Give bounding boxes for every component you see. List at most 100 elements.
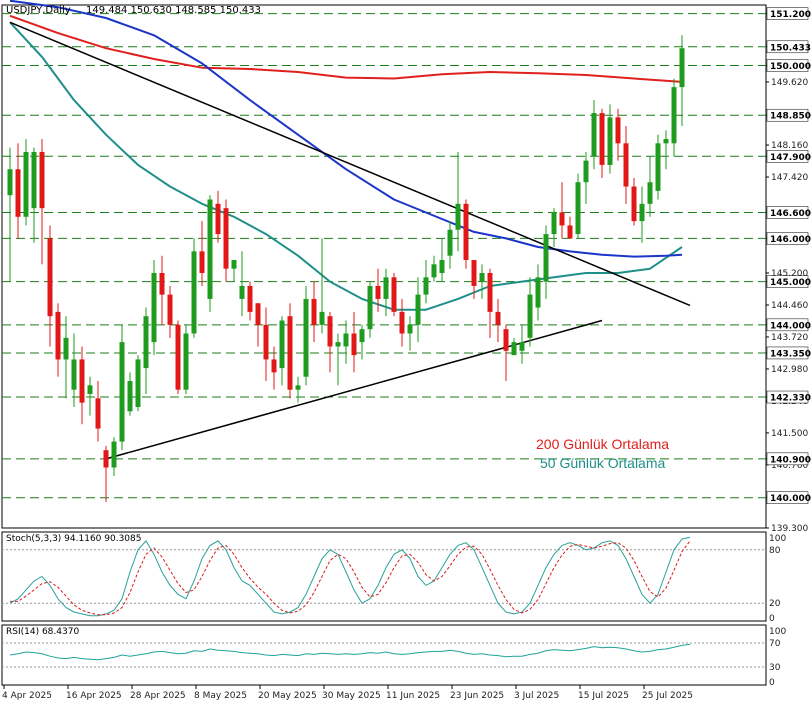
- price-tag-label: 146.600: [770, 209, 811, 219]
- price-pane: 151.200 150.433 150.000 149.620 148.850 148.1…: [1, 0, 811, 534]
- rsi-label: RSI(14) 68.4370: [6, 627, 79, 637]
- price-tag: [766, 150, 809, 163]
- stochastic-tick-label: 100: [769, 534, 786, 544]
- candle-body: [199, 251, 205, 273]
- candle-body: [311, 298, 317, 325]
- x-tick-label: 30 May 2025: [322, 691, 381, 701]
- candle-body: [271, 359, 277, 373]
- price-tag: [766, 491, 809, 504]
- candle-body: [639, 203, 645, 222]
- stochastic-tick-label: 0: [769, 614, 775, 624]
- candle-body: [487, 272, 493, 312]
- candle-body: [183, 333, 189, 390]
- candle-body: [607, 117, 613, 165]
- candle-body: [175, 324, 181, 390]
- candle-body: [551, 212, 557, 235]
- ohlc-label: 149.484 150.630 148.585 150.433: [86, 5, 261, 16]
- x-tick-label: 28 Apr 2025: [130, 691, 186, 701]
- price-tag-label: 151.200: [770, 10, 811, 20]
- candle-body: [207, 199, 213, 299]
- candle-body: [55, 311, 61, 360]
- candle-body: [535, 277, 541, 308]
- annotation-50-ma: 50 Günlük Ortalama: [540, 455, 665, 471]
- candle-body: [63, 337, 69, 360]
- candle-body: [559, 212, 565, 226]
- candle-body: [255, 303, 261, 325]
- candle-body: [423, 277, 429, 295]
- moving-average-line: [9, 14, 683, 83]
- candle-body: [511, 342, 517, 356]
- candle-body: [303, 298, 309, 377]
- candle-body: [327, 316, 333, 347]
- candle-body: [47, 238, 53, 317]
- rsi-pane-frame: [1, 624, 767, 686]
- rsi-line: [9, 643, 691, 661]
- price-pane-frame: [1, 4, 767, 529]
- candle-body: [143, 316, 149, 369]
- price-tag-label: 150.433: [770, 43, 811, 53]
- candle-body: [567, 225, 573, 239]
- stochastic-pane: 100 80 20 0: [1, 531, 786, 624]
- candle-body: [463, 203, 469, 261]
- candle-body: [31, 151, 37, 209]
- price-tag: [766, 275, 809, 288]
- candle-body: [87, 385, 93, 395]
- price-tick-label: 142.980: [771, 365, 808, 375]
- price-tick-label: 148.160: [771, 141, 808, 151]
- stochastic-tick-label: 20: [769, 599, 781, 609]
- candle-body: [631, 186, 637, 222]
- rsi-tick-label: 100: [769, 627, 786, 637]
- candle-body: [79, 359, 85, 403]
- price-tag-label: 145.000: [770, 278, 811, 288]
- x-tick-label: 20 May 2025: [258, 691, 317, 701]
- candle-body: [351, 333, 357, 356]
- price-tag-label: 150.000: [770, 62, 811, 72]
- candle-body: [407, 324, 413, 334]
- candle-body: [7, 169, 13, 196]
- x-tick-label: 15 Jul 2025: [578, 691, 629, 701]
- x-tick-label: 25 Jul 2025: [642, 691, 693, 701]
- candle-body: [655, 143, 661, 191]
- candle-body: [111, 441, 117, 468]
- candle-body: [399, 311, 405, 334]
- candle-body: [39, 151, 45, 209]
- stochastic-tick-label: 80: [769, 546, 781, 556]
- price-tag: [766, 108, 809, 122]
- candle-body: [263, 324, 269, 360]
- candle-body: [623, 143, 629, 187]
- rsi-pane: 100 70 30 0: [1, 624, 786, 688]
- candle-body: [359, 329, 365, 343]
- price-tag-label: 144.000: [770, 321, 811, 331]
- trendline: [9, 21, 691, 307]
- price-tick-label: 144.460: [771, 301, 808, 311]
- price-tag: [766, 232, 809, 245]
- price-tag-label: 147.900: [770, 153, 811, 163]
- candle-body: [455, 203, 461, 230]
- price-tag-label: 146.000: [770, 235, 811, 245]
- candle-body: [679, 48, 685, 88]
- stochastic-pane-frame: [1, 531, 767, 622]
- candle-body: [519, 342, 525, 351]
- candle-body: [367, 285, 373, 330]
- price-tag-label: 148.850: [770, 112, 811, 122]
- annotation-200-ma: 200 Günlük Ortalama: [536, 436, 669, 452]
- candle-body: [647, 182, 653, 204]
- candle-body: [167, 294, 173, 325]
- price-tick-label: 139.300: [771, 524, 808, 534]
- price-tag: [766, 452, 809, 466]
- price-tick-label: 143.720: [771, 333, 808, 343]
- price-tag-label: 140.000: [770, 494, 811, 504]
- candle-body: [191, 251, 197, 334]
- price-tag: [766, 390, 809, 404]
- x-tick-label: 23 Jun 2025: [450, 691, 504, 701]
- candle-body: [575, 182, 581, 235]
- candle-body: [231, 260, 237, 269]
- candle-body: [415, 294, 421, 325]
- candle-body: [439, 260, 445, 273]
- candle-body: [287, 316, 293, 390]
- candle-body: [527, 294, 533, 338]
- candle-body: [599, 113, 605, 165]
- candle-body: [591, 113, 597, 157]
- price-tick-label: 145.200: [771, 269, 808, 279]
